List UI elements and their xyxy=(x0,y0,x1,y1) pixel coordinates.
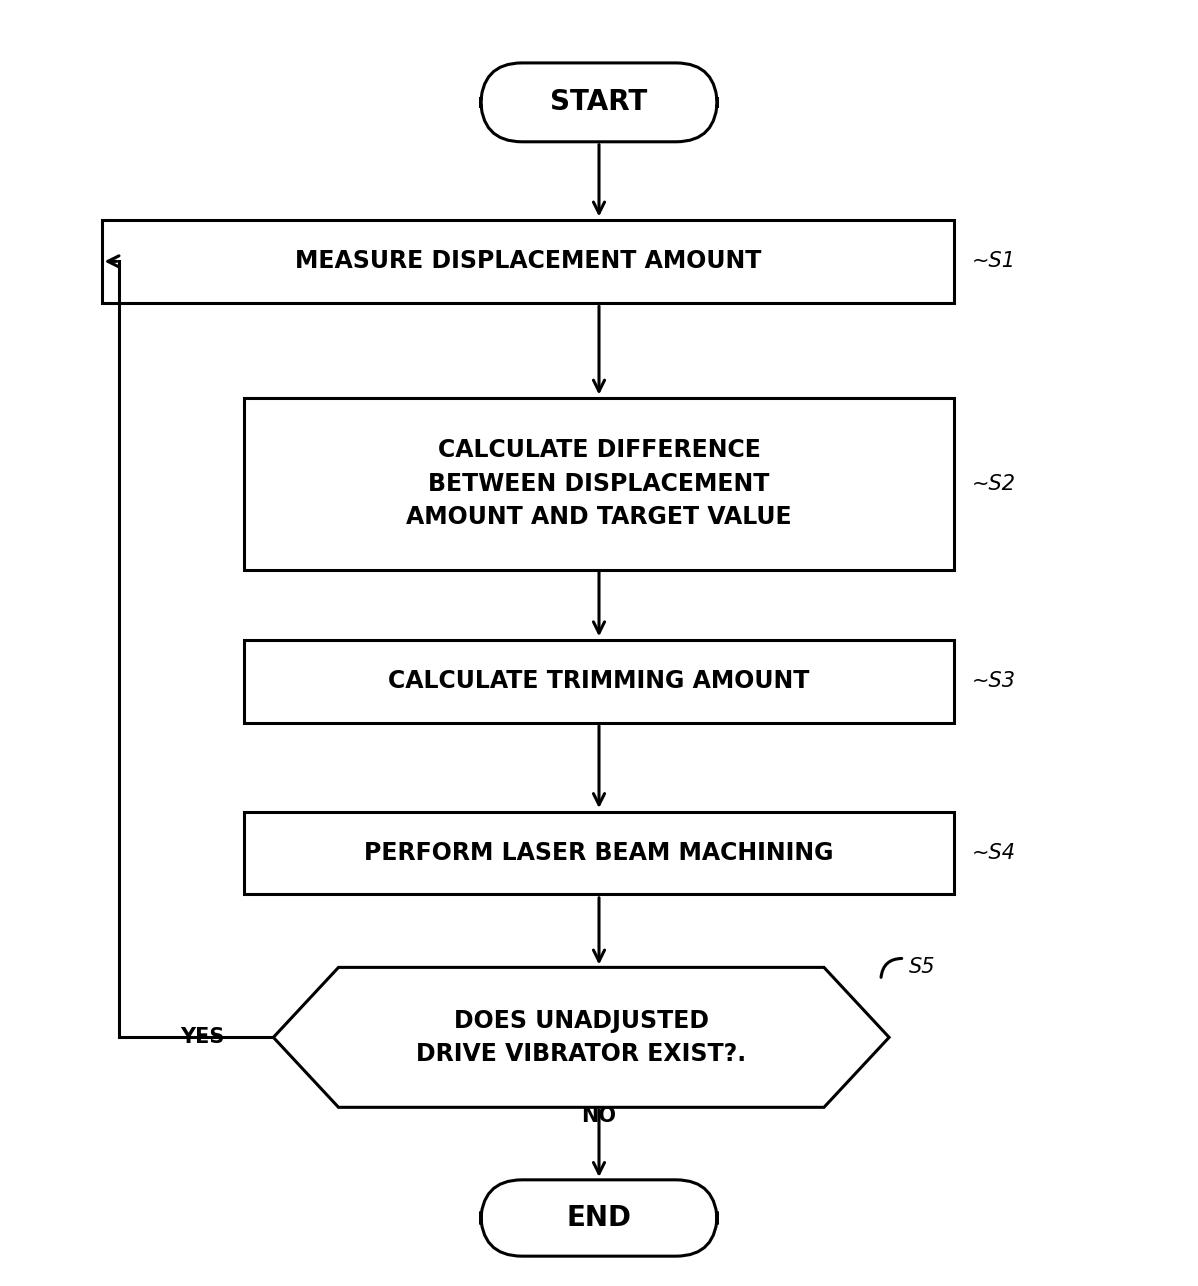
FancyBboxPatch shape xyxy=(480,63,718,141)
Bar xyxy=(102,220,955,302)
Text: DOES UNADJUSTED
DRIVE VIBRATOR EXIST?.: DOES UNADJUSTED DRIVE VIBRATOR EXIST?. xyxy=(416,1008,746,1066)
Bar xyxy=(243,640,955,723)
Text: CALCULATE TRIMMING AMOUNT: CALCULATE TRIMMING AMOUNT xyxy=(388,669,810,693)
Text: YES: YES xyxy=(180,1028,224,1047)
Text: END: END xyxy=(567,1204,631,1232)
Text: NO: NO xyxy=(581,1106,617,1127)
Text: ~S4: ~S4 xyxy=(972,842,1016,863)
FancyBboxPatch shape xyxy=(480,1179,718,1256)
Text: PERFORM LASER BEAM MACHINING: PERFORM LASER BEAM MACHINING xyxy=(364,841,834,865)
Text: START: START xyxy=(550,89,648,116)
Polygon shape xyxy=(273,967,889,1107)
Text: ~S2: ~S2 xyxy=(972,475,1016,494)
Text: S5: S5 xyxy=(909,957,936,977)
Text: ~S1: ~S1 xyxy=(972,251,1016,271)
Text: MEASURE DISPLACEMENT AMOUNT: MEASURE DISPLACEMENT AMOUNT xyxy=(295,249,761,274)
Text: CALCULATE DIFFERENCE
BETWEEN DISPLACEMENT
AMOUNT AND TARGET VALUE: CALCULATE DIFFERENCE BETWEEN DISPLACEMEN… xyxy=(406,439,792,530)
Text: ~S3: ~S3 xyxy=(972,671,1016,691)
Bar xyxy=(243,399,955,570)
Bar xyxy=(243,811,955,894)
